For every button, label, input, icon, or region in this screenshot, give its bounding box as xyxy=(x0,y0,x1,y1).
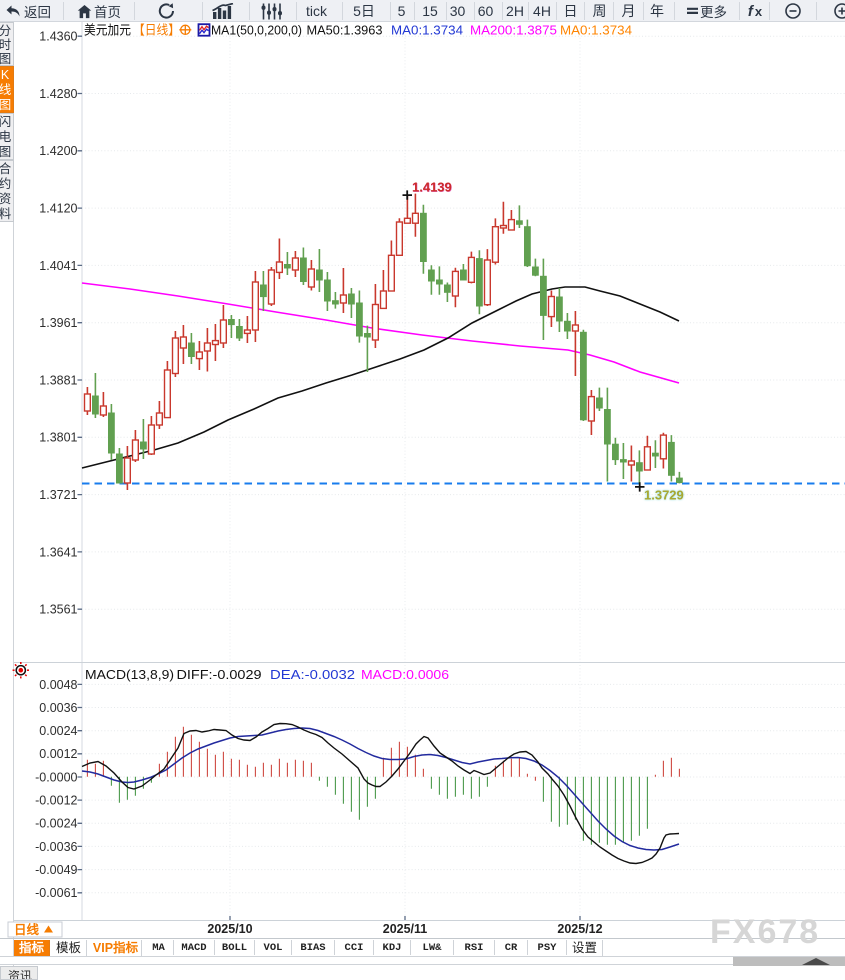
svg-text:-0.0024: -0.0024 xyxy=(35,817,77,831)
svg-text:1.4280: 1.4280 xyxy=(39,87,77,101)
svg-text:MA1(50,0,200,0): MA1(50,0,200,0) xyxy=(211,23,302,38)
svg-text:1.3641: 1.3641 xyxy=(39,545,77,559)
svg-text:1.3721: 1.3721 xyxy=(39,488,77,502)
svg-text:-0.0036: -0.0036 xyxy=(35,840,77,854)
svg-text:1.4360: 1.4360 xyxy=(39,30,77,44)
svg-text:1.3729: 1.3729 xyxy=(644,488,684,503)
svg-text:MA200:1.3875: MA200:1.3875 xyxy=(470,23,557,38)
svg-text:1.3801: 1.3801 xyxy=(39,431,77,445)
svg-text:日线: 日线 xyxy=(14,922,40,937)
svg-text:2025/10: 2025/10 xyxy=(207,922,252,936)
svg-text:-0.0061: -0.0061 xyxy=(35,886,77,900)
svg-text:1.4041: 1.4041 xyxy=(39,259,77,273)
svg-text:MA50:1.3963: MA50:1.3963 xyxy=(307,23,383,38)
svg-text:美元加元: 美元加元 xyxy=(84,23,131,38)
svg-text:1.3961: 1.3961 xyxy=(39,316,77,330)
svg-text:-0.0049: -0.0049 xyxy=(35,863,77,877)
svg-text:2025/12: 2025/12 xyxy=(557,922,602,936)
svg-text:-0.0000: -0.0000 xyxy=(35,770,77,784)
svg-text:MA0:1.3734: MA0:1.3734 xyxy=(560,23,632,38)
svg-text:0.0012: 0.0012 xyxy=(39,747,77,761)
svg-text:0.0036: 0.0036 xyxy=(39,701,77,715)
svg-text:1.4139: 1.4139 xyxy=(412,180,452,195)
svg-text:1.4120: 1.4120 xyxy=(39,202,77,216)
svg-text:1.3561: 1.3561 xyxy=(39,603,77,617)
svg-text:-0.0012: -0.0012 xyxy=(35,794,77,808)
svg-text:MA0:1.3734: MA0:1.3734 xyxy=(391,23,463,38)
svg-text:DIFF:-0.0029: DIFF:-0.0029 xyxy=(177,667,262,682)
svg-text:2025/11: 2025/11 xyxy=(383,922,428,936)
svg-text:1.4200: 1.4200 xyxy=(39,144,77,158)
svg-text:0.0048: 0.0048 xyxy=(39,678,77,692)
svg-text:MACD:0.0006: MACD:0.0006 xyxy=(361,667,449,682)
svg-text:MACD(13,8,9): MACD(13,8,9) xyxy=(85,667,174,682)
svg-text:0.0024: 0.0024 xyxy=(39,724,77,738)
svg-text:DEA:-0.0032: DEA:-0.0032 xyxy=(270,667,355,682)
svg-text:1.3881: 1.3881 xyxy=(39,373,77,387)
svg-text:【日线】: 【日线】 xyxy=(133,23,180,38)
